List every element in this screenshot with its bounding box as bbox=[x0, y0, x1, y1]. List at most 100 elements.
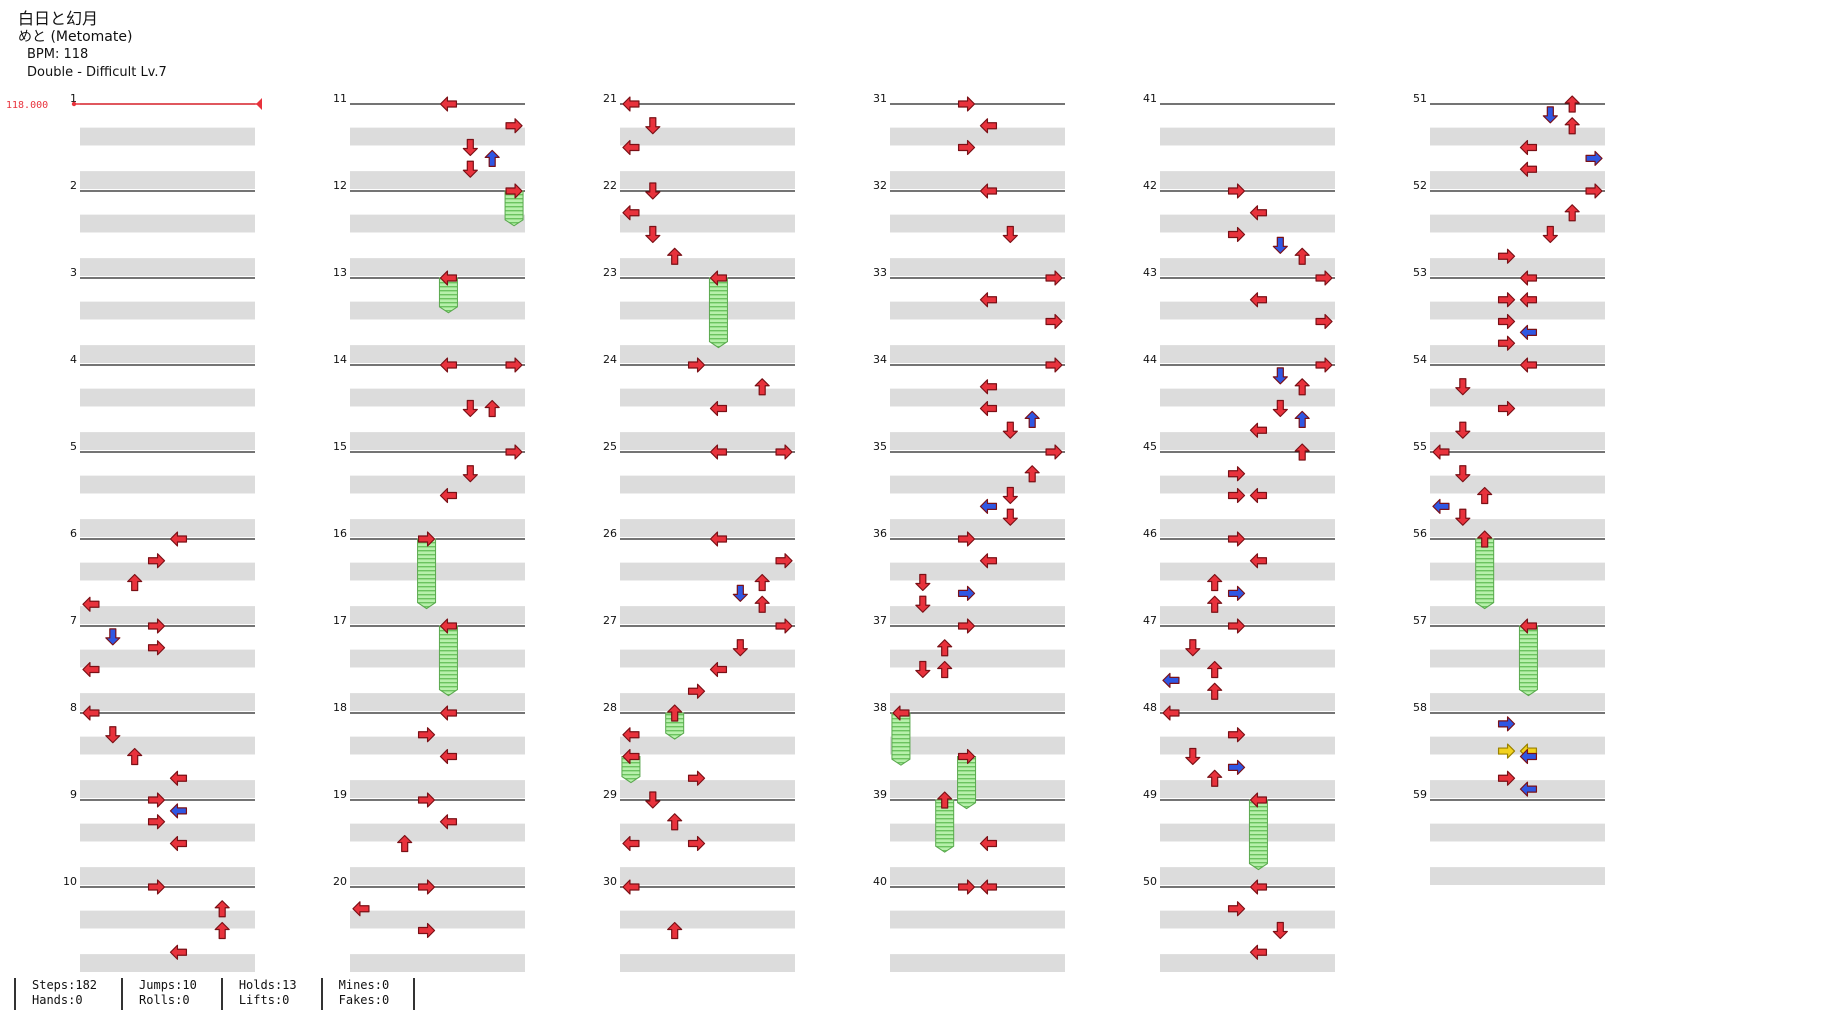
measure: 29 bbox=[603, 788, 795, 885]
hold-layer bbox=[417, 190, 1538, 871]
measure: 18 bbox=[333, 701, 525, 798]
measure: 25 bbox=[603, 440, 795, 537]
measure-number: 15 bbox=[333, 440, 347, 453]
measure-number: 16 bbox=[333, 527, 347, 540]
measure: 45 bbox=[1143, 440, 1335, 537]
song-header: 白日と幻月 めと (Metomate) BPM: 118 Double - Di… bbox=[18, 10, 167, 82]
stat-value: Jumps:10 bbox=[139, 978, 197, 992]
stats-column: Mines:0 Fakes:0 bbox=[320, 978, 416, 1010]
measure-number: 20 bbox=[333, 875, 347, 888]
measure-number: 1 bbox=[70, 92, 77, 105]
measure-number: 30 bbox=[603, 875, 617, 888]
measure-number: 7 bbox=[70, 614, 77, 627]
stat-value: Steps:182 bbox=[32, 978, 98, 992]
measure: 35 bbox=[873, 440, 1065, 537]
measure-number: 31 bbox=[873, 92, 887, 105]
measure-number: 37 bbox=[873, 614, 887, 627]
measure-number: 41 bbox=[1143, 92, 1157, 105]
song-artist: めと (Metomate) bbox=[18, 29, 133, 45]
measure-number: 42 bbox=[1143, 179, 1157, 192]
measure-number: 17 bbox=[333, 614, 347, 627]
measure-number: 2 bbox=[70, 179, 77, 192]
measure-grid: 1234567891011121314151617181920212223242… bbox=[63, 92, 1605, 972]
measure: 9 bbox=[70, 788, 255, 885]
stat-value: Hands:0 bbox=[32, 993, 83, 1007]
measure-number: 53 bbox=[1413, 266, 1427, 279]
measure-number: 39 bbox=[873, 788, 887, 801]
measure-number: 26 bbox=[603, 527, 617, 540]
measure: 47 bbox=[1143, 614, 1335, 711]
hold-body bbox=[1518, 625, 1538, 697]
measure-number: 10 bbox=[63, 875, 77, 888]
measure-number: 19 bbox=[333, 788, 347, 801]
measure: 21 bbox=[603, 92, 795, 189]
measure-number: 6 bbox=[70, 527, 77, 540]
measure: 15 bbox=[333, 440, 525, 537]
stat-value: Lifts:0 bbox=[238, 993, 290, 1007]
measure-number: 59 bbox=[1413, 788, 1427, 801]
measure-number: 32 bbox=[873, 179, 887, 192]
measure: 53 bbox=[1413, 266, 1605, 363]
stats-column: Holds:13 Lifts:0 bbox=[220, 978, 321, 1010]
measure-number: 56 bbox=[1413, 527, 1427, 540]
measure: 13 bbox=[333, 266, 525, 363]
measure: 27 bbox=[603, 614, 795, 711]
measure: 46 bbox=[1143, 527, 1335, 624]
measure-number: 45 bbox=[1143, 440, 1157, 453]
measure-number: 38 bbox=[873, 701, 887, 714]
measure: 30 bbox=[603, 875, 795, 972]
measure-number: 11 bbox=[333, 92, 347, 105]
hold-body bbox=[891, 712, 911, 766]
measure: 3 bbox=[70, 266, 255, 363]
measure: 16 bbox=[333, 527, 525, 624]
measure: 28 bbox=[603, 701, 795, 798]
measure-number: 35 bbox=[873, 440, 887, 453]
measure: 10 bbox=[63, 875, 255, 972]
measure: 41 bbox=[1143, 92, 1335, 189]
measure-number: 58 bbox=[1413, 701, 1427, 714]
measure: 1 bbox=[70, 92, 255, 189]
measure: 39 bbox=[873, 788, 1065, 885]
measure-number: 25 bbox=[603, 440, 617, 453]
measure: 52 bbox=[1413, 179, 1605, 276]
measure: 49 bbox=[1143, 788, 1335, 885]
measure-number: 13 bbox=[333, 266, 347, 279]
difficulty-label: Double - Difficult Lv.7 bbox=[27, 65, 167, 80]
hold-body bbox=[708, 277, 728, 349]
measure: 5 bbox=[70, 440, 255, 537]
measure: 2 bbox=[70, 179, 255, 276]
measure: 12 bbox=[333, 179, 525, 276]
measure: 54 bbox=[1413, 353, 1605, 450]
measure: 43 bbox=[1143, 266, 1335, 363]
measure-number: 5 bbox=[70, 440, 77, 453]
measure: 14 bbox=[333, 353, 525, 450]
measure: 33 bbox=[873, 266, 1065, 363]
measure-number: 46 bbox=[1143, 527, 1157, 540]
measure: 8 bbox=[70, 701, 255, 798]
measure: 42 bbox=[1143, 179, 1335, 276]
measure-number: 4 bbox=[70, 353, 77, 366]
measure-number: 44 bbox=[1143, 353, 1157, 366]
measure: 24 bbox=[603, 353, 795, 450]
measure: 26 bbox=[603, 527, 795, 624]
measure: 50 bbox=[1143, 875, 1335, 972]
measure: 37 bbox=[873, 614, 1065, 711]
hold-body bbox=[665, 712, 685, 740]
measure: 4 bbox=[70, 353, 255, 450]
stats-column: Steps:182 Hands:0 bbox=[14, 978, 121, 1010]
measure-number: 47 bbox=[1143, 614, 1157, 627]
measure: 57 bbox=[1413, 614, 1605, 711]
measure: 7 bbox=[70, 614, 255, 711]
measure: 34 bbox=[873, 353, 1065, 450]
measure-number: 29 bbox=[603, 788, 617, 801]
measure: 51 bbox=[1413, 92, 1605, 189]
stat-value: Fakes:0 bbox=[338, 993, 390, 1007]
measure-number: 43 bbox=[1143, 266, 1157, 279]
bpm-value: 118.000 bbox=[6, 100, 48, 111]
measure-number: 23 bbox=[603, 266, 617, 279]
measure-number: 3 bbox=[70, 266, 77, 279]
measure: 36 bbox=[873, 527, 1065, 624]
measure-number: 14 bbox=[333, 353, 347, 366]
measure: 58 bbox=[1413, 701, 1605, 798]
